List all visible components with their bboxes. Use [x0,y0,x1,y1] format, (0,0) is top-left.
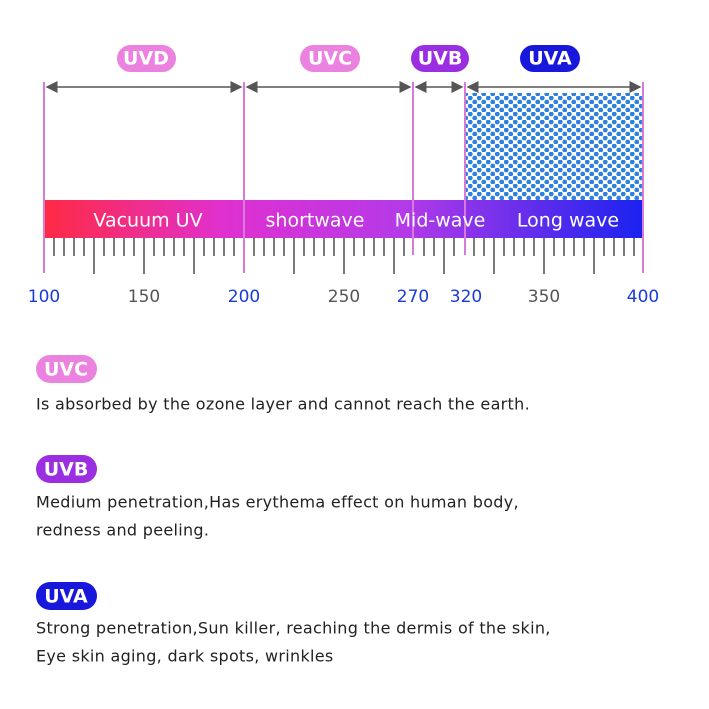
band-label: UVC [308,48,352,70]
note-tag: UVA [44,586,88,608]
band-label: UVA [528,48,572,70]
pill [300,45,360,72]
region-label: Mid-wave [395,210,486,232]
spectrum-bar [44,200,643,238]
pill [411,45,469,72]
note-text: Medium penetration,Has erythema effect o… [36,493,519,512]
pill [117,45,176,72]
note-tag: UVC [44,359,88,381]
pill [520,45,580,72]
scale-label: 320 [450,287,482,307]
scale-label: 100 [28,287,60,307]
region-label: Long wave [517,210,619,232]
scale-label: 150 [128,287,160,307]
pill [36,355,97,383]
region-label: Vacuum UV [93,210,202,232]
note-text: Eye skin aging, dark spots, wrinkles [36,647,334,666]
note-text: Strong penetration,Sun killer, reaching … [36,619,551,638]
scale-label: 270 [397,287,429,307]
band-label: UVB [418,48,463,70]
note-text: Is absorbed by the ozone layer and canno… [36,395,530,414]
scale-label: 200 [228,287,260,307]
band-label: UVD [123,48,169,70]
ruler [53,238,635,274]
dividers [43,82,644,273]
scale-label: 350 [528,287,560,307]
note-text: redness and peeling. [36,521,209,540]
uva-pattern [466,93,642,201]
pill [36,455,97,483]
region-label: shortwave [266,210,365,232]
scale-label: 250 [328,287,360,307]
note-tag: UVB [44,459,89,481]
pill [36,582,97,610]
scale-label: 400 [627,287,659,307]
